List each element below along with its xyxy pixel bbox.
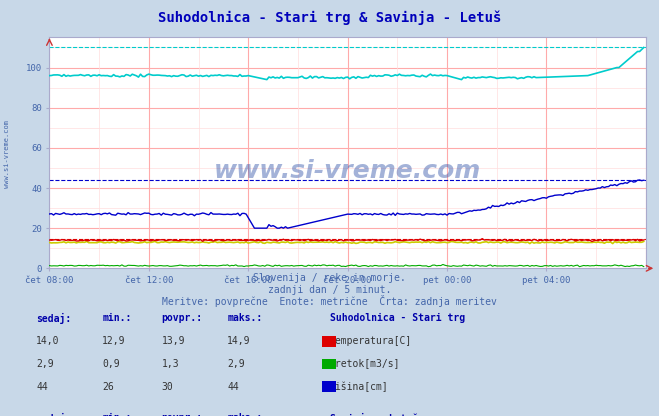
Text: pretok[m3/s]: pretok[m3/s] <box>330 359 400 369</box>
Text: sedaj:: sedaj: <box>36 413 71 416</box>
Text: 14,0: 14,0 <box>36 336 60 346</box>
Text: 2,9: 2,9 <box>227 359 245 369</box>
Text: 30: 30 <box>161 382 173 392</box>
Text: maks.:: maks.: <box>227 413 262 416</box>
Text: 0,9: 0,9 <box>102 359 120 369</box>
Text: 2,9: 2,9 <box>36 359 54 369</box>
Text: Slovenija / reke in morje.: Slovenija / reke in morje. <box>253 273 406 283</box>
Text: 12,9: 12,9 <box>102 336 126 346</box>
Text: www.si-vreme.com: www.si-vreme.com <box>3 120 10 188</box>
Text: 44: 44 <box>227 382 239 392</box>
Text: 14,9: 14,9 <box>227 336 251 346</box>
Text: povpr.:: povpr.: <box>161 413 202 416</box>
Text: zadnji dan / 5 minut.: zadnji dan / 5 minut. <box>268 285 391 295</box>
Text: Suhodolnica - Stari trg: Suhodolnica - Stari trg <box>330 313 465 323</box>
Text: temperatura[C]: temperatura[C] <box>330 336 412 346</box>
Text: Meritve: povprečne  Enote: metrične  Črta: zadnja meritev: Meritve: povprečne Enote: metrične Črta:… <box>162 295 497 307</box>
Text: 44: 44 <box>36 382 48 392</box>
Text: maks.:: maks.: <box>227 313 262 323</box>
Text: sedaj:: sedaj: <box>36 313 71 324</box>
Text: 26: 26 <box>102 382 114 392</box>
Text: min.:: min.: <box>102 413 132 416</box>
Text: 13,9: 13,9 <box>161 336 185 346</box>
Text: min.:: min.: <box>102 313 132 323</box>
Text: 1,3: 1,3 <box>161 359 179 369</box>
Text: višina[cm]: višina[cm] <box>330 381 388 392</box>
Text: www.si-vreme.com: www.si-vreme.com <box>214 159 481 183</box>
Text: povpr.:: povpr.: <box>161 313 202 323</box>
Text: Suhodolnica - Stari trg & Savinja - Letuš: Suhodolnica - Stari trg & Savinja - Letu… <box>158 10 501 25</box>
Text: Savinja - Letuš: Savinja - Letuš <box>330 413 418 416</box>
